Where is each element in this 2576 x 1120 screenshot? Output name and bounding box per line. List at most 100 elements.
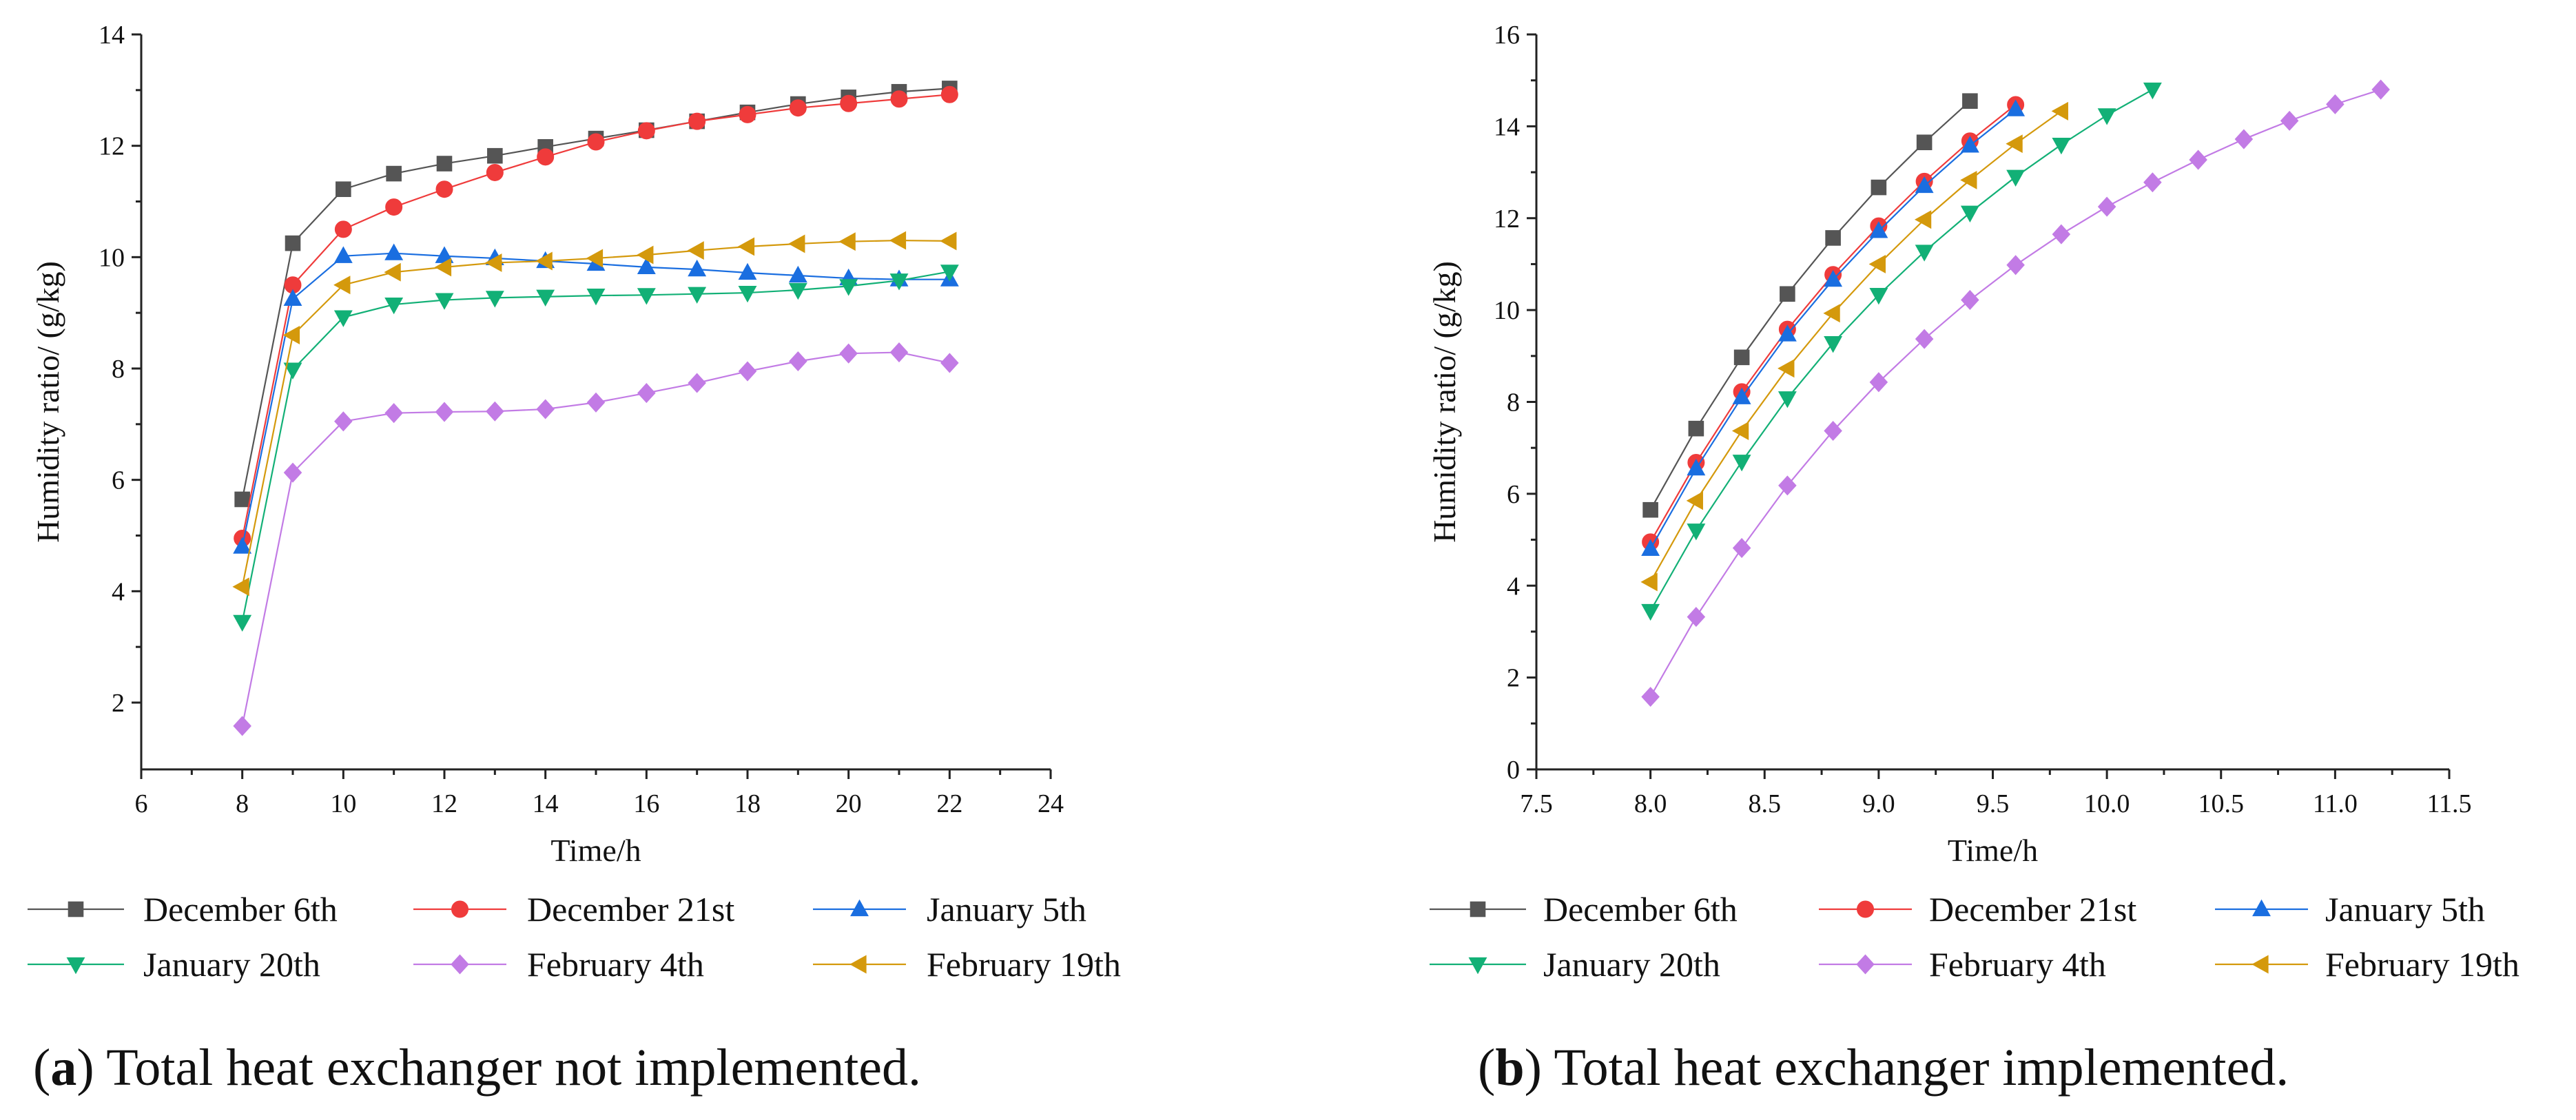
data-point bbox=[385, 198, 403, 216]
y-tick-label: 14 bbox=[99, 21, 125, 50]
y-tick-label: 2 bbox=[1507, 664, 1520, 693]
x-tick-label: 7.5 bbox=[1520, 789, 1553, 818]
y-tick-label: 10 bbox=[1494, 296, 1520, 325]
data-point bbox=[637, 383, 656, 404]
y-axis-title: Humidity ratio/ (g/kg) bbox=[1427, 261, 1462, 543]
y-tick-label: 2 bbox=[112, 689, 125, 718]
data-point bbox=[940, 353, 959, 373]
series-february-19th bbox=[1640, 101, 2068, 592]
y-tick-label: 14 bbox=[1494, 112, 1520, 141]
x-tick-label: 11.5 bbox=[2426, 789, 2471, 818]
data-point bbox=[940, 265, 959, 282]
data-point bbox=[637, 257, 656, 274]
x-tick-label: 22 bbox=[936, 789, 962, 818]
data-point bbox=[283, 462, 302, 483]
legend-label: February 4th bbox=[1929, 945, 2106, 984]
y-tick-label: 10 bbox=[99, 243, 125, 272]
x-tick-label: 11.0 bbox=[2313, 789, 2358, 818]
x-tick-label: 12 bbox=[431, 789, 457, 818]
legend-marker bbox=[850, 899, 869, 917]
data-point bbox=[1823, 304, 1840, 323]
y-tick-label: 6 bbox=[1507, 480, 1520, 509]
data-point bbox=[1915, 245, 1934, 262]
legend-marker bbox=[1856, 954, 1875, 975]
data-point bbox=[1732, 455, 1751, 472]
data-point bbox=[233, 537, 252, 554]
legend-label: February 4th bbox=[527, 945, 704, 984]
x-tick-label: 14 bbox=[533, 789, 559, 818]
data-point bbox=[2051, 101, 2068, 121]
data-point bbox=[2052, 224, 2071, 245]
data-point bbox=[1824, 420, 1842, 442]
data-point bbox=[1916, 134, 1933, 151]
y-tick-label: 6 bbox=[112, 466, 125, 495]
series-line bbox=[1649, 110, 2062, 583]
legend-marker bbox=[849, 955, 867, 974]
data-point bbox=[233, 716, 251, 736]
data-point bbox=[1962, 93, 1978, 109]
legend-label: January 20th bbox=[1543, 945, 1720, 984]
data-point bbox=[940, 85, 958, 103]
data-point bbox=[435, 180, 453, 198]
data-point bbox=[1825, 230, 1841, 246]
data-point bbox=[232, 577, 249, 597]
data-point bbox=[890, 90, 908, 108]
legend-marker bbox=[1857, 900, 1874, 918]
data-point bbox=[687, 241, 704, 260]
data-point bbox=[838, 232, 856, 251]
data-point bbox=[537, 148, 555, 166]
data-point bbox=[386, 165, 402, 182]
data-point bbox=[333, 276, 351, 295]
data-point bbox=[2006, 255, 2025, 276]
x-tick-label: 10.0 bbox=[2084, 789, 2130, 818]
series-january-5th bbox=[1641, 99, 2026, 556]
data-point bbox=[1778, 475, 1797, 496]
data-point bbox=[282, 326, 300, 344]
data-point bbox=[2006, 99, 2026, 116]
data-point bbox=[536, 289, 555, 307]
legend-marker bbox=[1468, 957, 1487, 975]
legend-label: December 21st bbox=[527, 890, 734, 929]
data-point bbox=[1641, 539, 1660, 556]
data-point bbox=[889, 231, 907, 250]
data-point bbox=[1732, 538, 1751, 559]
data-point bbox=[333, 246, 353, 263]
data-point bbox=[1868, 254, 1886, 273]
data-point bbox=[688, 259, 707, 277]
data-point bbox=[738, 262, 757, 280]
data-point bbox=[789, 351, 807, 372]
series-december-21st bbox=[234, 85, 958, 548]
data-point bbox=[234, 491, 250, 508]
data-point bbox=[485, 291, 504, 308]
chart-panel-a: 6 8 10 12 14 16 18 20 22 242468101214Time/hHumidi… bbox=[28, 21, 1121, 1097]
x-tick-label: 9.0 bbox=[1862, 789, 1895, 818]
x-tick-label: 10 bbox=[330, 789, 356, 818]
data-point bbox=[2006, 134, 2023, 154]
data-point bbox=[839, 279, 858, 296]
data-point bbox=[283, 362, 302, 380]
data-point bbox=[2280, 110, 2299, 131]
data-point bbox=[486, 163, 504, 181]
data-point bbox=[1824, 269, 1843, 287]
caption-label: b bbox=[1495, 1039, 1524, 1097]
data-point bbox=[586, 392, 606, 413]
data-point bbox=[688, 287, 707, 304]
figure-caption: (b) Total heat exchanger implemented. bbox=[1478, 1039, 2289, 1097]
data-point bbox=[487, 147, 503, 164]
caption-text: ) Total heat exchanger not implemented. bbox=[76, 1039, 921, 1097]
data-point bbox=[1915, 176, 1934, 194]
series-january-20th bbox=[233, 265, 959, 632]
y-tick-label: 12 bbox=[1494, 205, 1520, 234]
data-point bbox=[586, 289, 606, 306]
x-tick-label: 6 bbox=[135, 789, 148, 818]
data-point bbox=[738, 285, 757, 303]
data-point bbox=[1780, 286, 1795, 302]
data-point bbox=[336, 181, 351, 198]
data-point bbox=[384, 297, 404, 315]
data-point bbox=[435, 402, 454, 422]
x-tick-label: 20 bbox=[836, 789, 862, 818]
data-point bbox=[1871, 179, 1887, 196]
data-point bbox=[2052, 137, 2071, 155]
data-point bbox=[486, 401, 504, 422]
series-december-6th bbox=[1642, 93, 1978, 518]
